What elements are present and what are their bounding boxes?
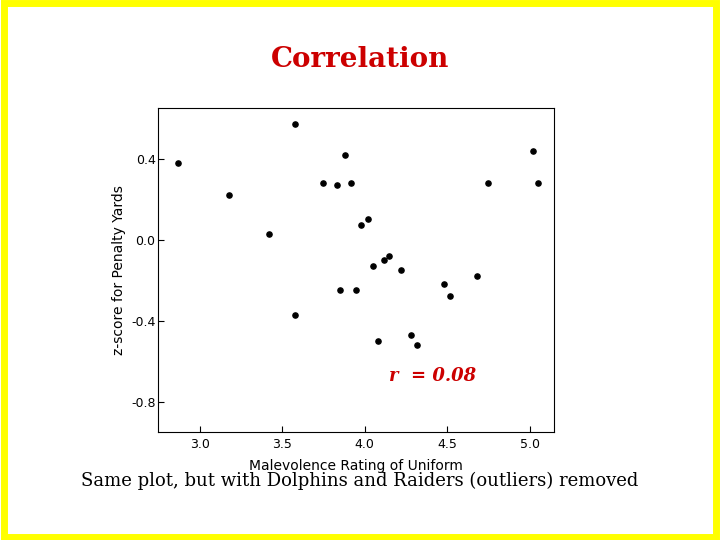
- Point: [395, 266, 407, 274]
- Point: [438, 280, 449, 288]
- Text: r  = 0.08: r = 0.08: [390, 367, 477, 386]
- Point: [367, 261, 379, 270]
- Point: [289, 120, 301, 129]
- Point: [346, 179, 357, 187]
- X-axis label: Malevolence Rating of Uniform: Malevolence Rating of Uniform: [249, 459, 464, 473]
- Point: [173, 158, 184, 167]
- Point: [362, 215, 374, 224]
- Text: Correlation: Correlation: [271, 46, 449, 73]
- Point: [264, 229, 275, 238]
- Point: [405, 330, 417, 339]
- Point: [289, 310, 301, 319]
- Text: Same plot, but with Dolphins and Raiders (outliers) removed: Same plot, but with Dolphins and Raiders…: [81, 471, 639, 490]
- Point: [532, 179, 544, 187]
- Point: [379, 255, 390, 264]
- Point: [471, 272, 482, 280]
- Point: [334, 286, 346, 295]
- Point: [224, 191, 235, 199]
- Text: Lock⁵: Lock⁵: [678, 516, 711, 529]
- Point: [372, 336, 384, 345]
- Point: [339, 150, 351, 159]
- Point: [351, 286, 362, 295]
- Point: [356, 221, 367, 230]
- Y-axis label: z-score for Penalty Yards: z-score for Penalty Yards: [112, 185, 125, 355]
- Point: [445, 292, 456, 301]
- Point: [412, 341, 423, 349]
- Point: [331, 180, 343, 189]
- Point: [482, 179, 494, 187]
- Point: [527, 146, 539, 155]
- Point: [318, 179, 329, 187]
- Point: [384, 252, 395, 260]
- Text: Statistics: Unlocking the Power of Data: Statistics: Unlocking the Power of Data: [9, 516, 243, 529]
